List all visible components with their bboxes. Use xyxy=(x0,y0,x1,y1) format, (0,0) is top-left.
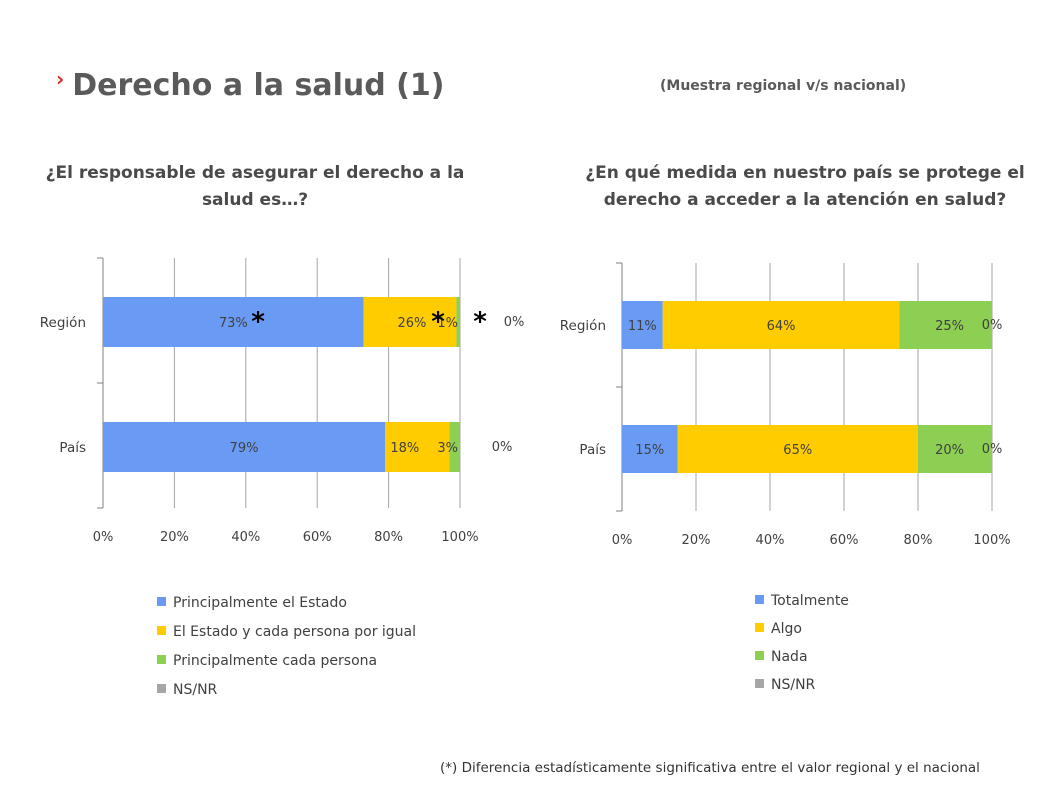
x-tick-label: 100% xyxy=(441,530,478,545)
data-label: 79% xyxy=(230,441,259,456)
x-tick-label: 20% xyxy=(682,533,711,548)
title-row: › Derecho a la salud (1) xyxy=(56,66,445,104)
chevron-right-icon: › xyxy=(56,66,65,91)
legend-label: NS/NR xyxy=(173,682,218,698)
category-label: Región xyxy=(40,315,86,331)
x-tick-label: 40% xyxy=(231,530,260,545)
legend-label: El Estado y cada persona por igual xyxy=(173,624,416,640)
category-label: País xyxy=(59,440,86,456)
bar-segment xyxy=(103,422,386,472)
legend-label: Nada xyxy=(771,649,808,665)
data-label: 64% xyxy=(767,319,796,334)
page-title: Derecho a la salud (1) xyxy=(72,68,445,103)
x-tick-label: 80% xyxy=(374,530,403,545)
legend-label: NS/NR xyxy=(771,677,816,693)
x-tick-label: 20% xyxy=(160,530,189,545)
bar-segment xyxy=(899,301,992,349)
bar-segment xyxy=(456,297,460,347)
legend-swatch xyxy=(755,595,764,604)
bar-segment xyxy=(622,301,663,349)
page-subtitle: (Muestra regional v/s nacional) xyxy=(660,78,907,94)
data-label: 1% xyxy=(437,316,458,331)
bar-segment xyxy=(662,301,900,349)
legend-swatch xyxy=(755,679,764,688)
data-label: 0% xyxy=(982,442,1003,457)
x-tick-label: 80% xyxy=(904,533,933,548)
data-label: 11% xyxy=(628,319,657,334)
data-label: 0% xyxy=(982,318,1003,333)
category-label: País xyxy=(579,442,606,458)
legend-swatch xyxy=(157,597,166,606)
x-tick-label: 60% xyxy=(830,533,859,548)
significance-marker: * xyxy=(473,307,487,337)
legend-label: Principalmente cada persona xyxy=(173,653,377,669)
bar-segment xyxy=(449,422,460,472)
chart-2-title: ¿En qué medida en nuestro país se proteg… xyxy=(585,163,1025,210)
data-label: 65% xyxy=(783,443,812,458)
x-tick-label: 0% xyxy=(93,530,114,545)
legend-swatch xyxy=(755,623,764,632)
x-tick-label: 100% xyxy=(973,533,1010,548)
bar-segment xyxy=(385,422,450,472)
significance-marker: * xyxy=(251,307,265,337)
data-label: 25% xyxy=(935,319,964,334)
legend-swatch xyxy=(157,684,166,693)
data-label: 26% xyxy=(398,316,427,331)
significance-marker: * xyxy=(431,307,445,337)
legend-label: Totalmente xyxy=(770,593,849,609)
bar-segment xyxy=(103,297,364,347)
legend-swatch xyxy=(157,626,166,635)
data-label: 18% xyxy=(390,441,419,456)
data-label: 0% xyxy=(492,440,513,455)
chart-1-title: ¿El responsable de asegurar el derecho a… xyxy=(45,163,465,210)
x-tick-label: 40% xyxy=(756,533,785,548)
legend-swatch xyxy=(157,655,166,664)
bar-segment xyxy=(363,297,457,347)
data-label: 3% xyxy=(437,441,458,456)
x-tick-label: 0% xyxy=(612,533,633,548)
data-label: 0% xyxy=(504,315,525,330)
bar-segment xyxy=(622,425,678,473)
x-tick-label: 60% xyxy=(303,530,332,545)
data-label: 20% xyxy=(935,443,964,458)
data-label: 15% xyxy=(635,443,664,458)
bar-segment xyxy=(918,425,992,473)
category-label: Región xyxy=(560,318,606,334)
data-label: 73% xyxy=(219,316,248,331)
bar-segment xyxy=(677,425,918,473)
legend-swatch xyxy=(755,651,764,660)
legend-label: Principalmente el Estado xyxy=(173,595,347,611)
legend-label: Algo xyxy=(771,621,802,637)
footnote: (*) Diferencia estadísticamente signific… xyxy=(440,760,980,776)
